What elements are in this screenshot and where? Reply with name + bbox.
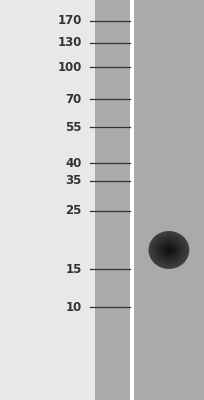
Text: 25: 25 [65, 204, 82, 217]
Text: 15: 15 [65, 263, 82, 276]
Text: 70: 70 [65, 93, 82, 106]
Ellipse shape [151, 233, 187, 267]
Ellipse shape [156, 238, 181, 262]
Ellipse shape [159, 240, 179, 260]
Text: 100: 100 [57, 61, 82, 74]
FancyBboxPatch shape [134, 0, 204, 400]
Ellipse shape [165, 247, 172, 253]
FancyBboxPatch shape [130, 0, 134, 400]
Text: 130: 130 [57, 36, 82, 49]
Ellipse shape [157, 240, 180, 260]
Ellipse shape [161, 243, 177, 257]
Ellipse shape [163, 245, 175, 255]
Ellipse shape [150, 232, 188, 268]
Ellipse shape [154, 236, 184, 264]
Text: 170: 170 [57, 14, 82, 27]
Ellipse shape [168, 249, 170, 251]
Ellipse shape [162, 244, 176, 256]
Ellipse shape [152, 234, 186, 266]
Ellipse shape [153, 235, 185, 265]
Ellipse shape [155, 237, 183, 263]
Text: 35: 35 [65, 174, 82, 187]
Text: 40: 40 [65, 157, 82, 170]
Text: 10: 10 [65, 301, 82, 314]
Ellipse shape [167, 248, 171, 252]
FancyBboxPatch shape [95, 0, 130, 400]
Ellipse shape [160, 242, 178, 258]
Text: 55: 55 [65, 121, 82, 134]
Ellipse shape [149, 231, 189, 269]
Ellipse shape [164, 246, 173, 254]
